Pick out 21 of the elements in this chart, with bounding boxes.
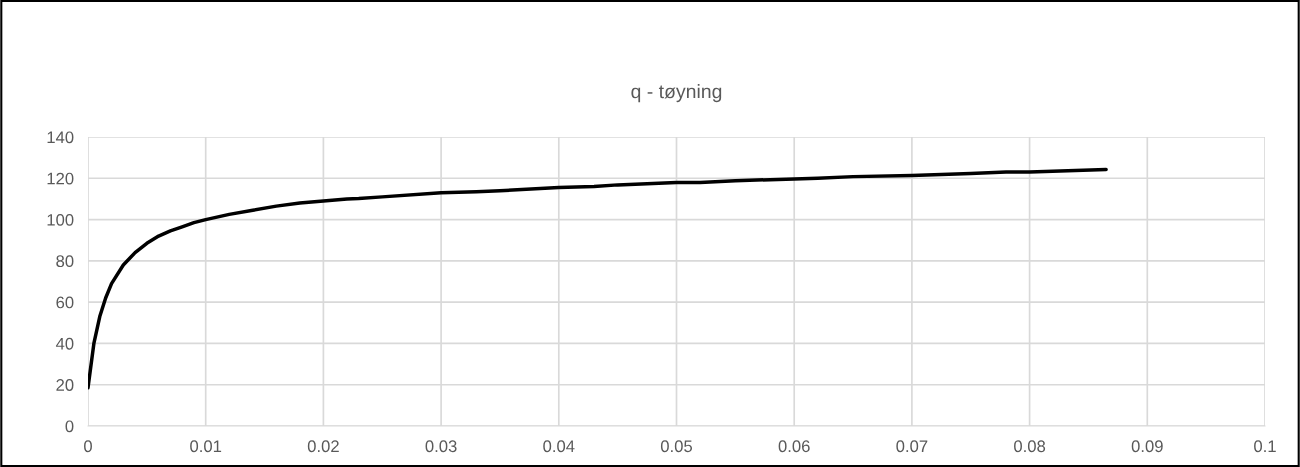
x-tick-label: 0.01 — [190, 440, 222, 453]
y-tick-label: 0 — [65, 420, 74, 433]
x-tick-label: 0.06 — [778, 440, 810, 453]
x-tick-label: 0.09 — [1131, 440, 1163, 453]
y-tick-label: 120 — [47, 172, 74, 185]
y-tick-label: 100 — [47, 213, 74, 226]
x-tick-label: 0.1 — [1254, 440, 1276, 453]
x-tick-label: 0.02 — [307, 440, 339, 453]
chart-title: q - tøyning — [631, 84, 722, 103]
line-series — [88, 167, 1108, 390]
y-tick-label: 60 — [56, 296, 74, 309]
y-tick-label: 140 — [47, 131, 74, 144]
x-tick-label: 0.05 — [660, 440, 693, 453]
y-tick-label: 40 — [55, 337, 74, 350]
x-tick-label: 0.07 — [896, 440, 928, 453]
y-tick-label: 80 — [56, 255, 74, 268]
x-tick-label: 0.03 — [425, 440, 457, 453]
x-tick-label: 0.08 — [1014, 440, 1046, 453]
x-tick-label: 0 — [84, 440, 92, 453]
x-tick-label: 0.04 — [543, 440, 575, 453]
y-tick-label: 20 — [56, 379, 74, 391]
